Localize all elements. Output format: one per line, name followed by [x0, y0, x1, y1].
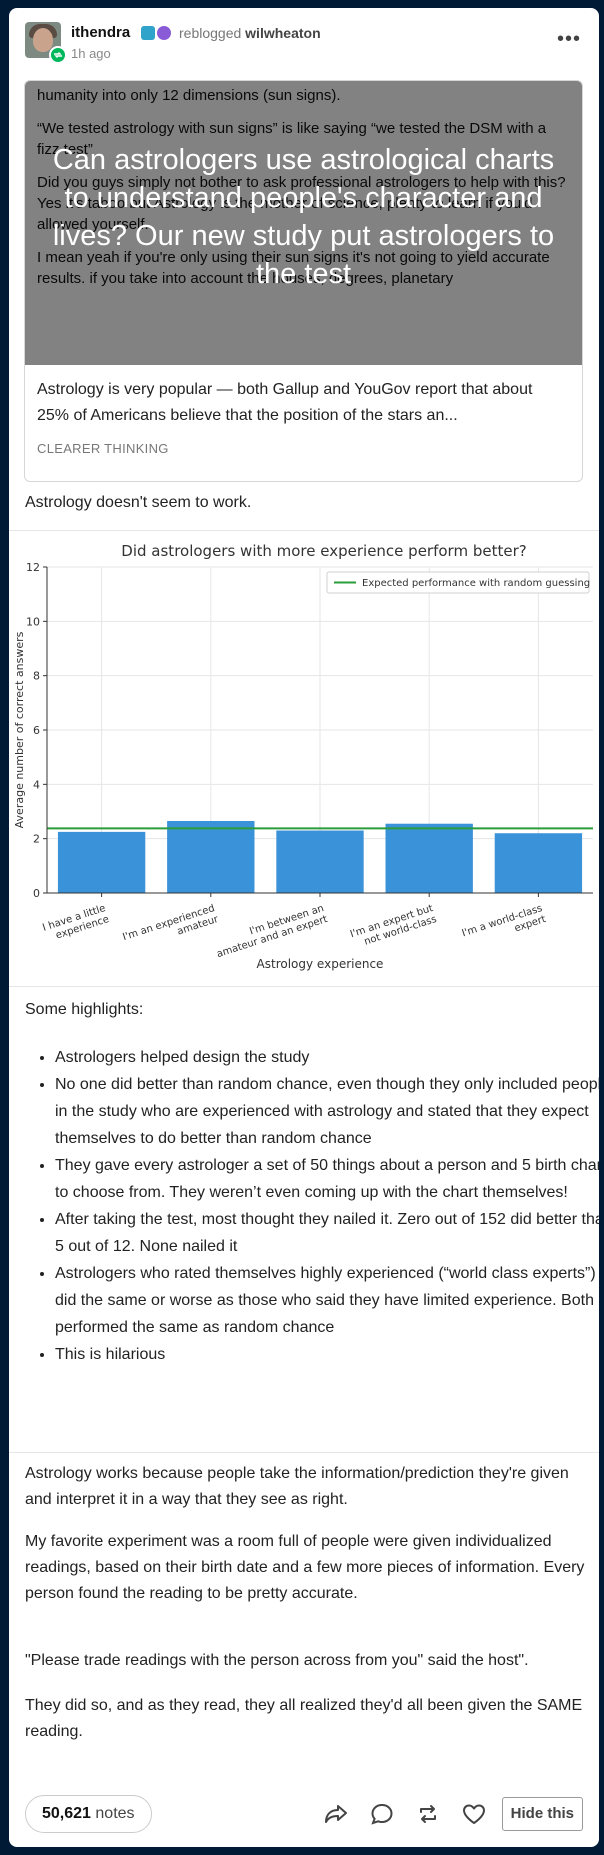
bar — [385, 823, 473, 893]
chart-title: Did astrologers with more experience per… — [121, 542, 526, 560]
reply-icon[interactable] — [369, 1801, 395, 1827]
notes-label: notes — [95, 1805, 135, 1822]
badge-icon — [141, 25, 155, 40]
link-image-line: “We tested astrology with sun signs” is … — [37, 120, 547, 158]
reply-paragraph: They did so, and as they read, they all … — [25, 1697, 583, 1740]
username[interactable]: ithendra — [71, 24, 131, 41]
legend-label: Expected performance with random guessin… — [362, 578, 590, 589]
highlight-item: No one did better than random chance, ev… — [55, 1071, 599, 1152]
y-tick-label: 6 — [33, 724, 40, 737]
bar — [167, 821, 255, 893]
share-icon[interactable] — [323, 1801, 349, 1827]
more-options-icon[interactable]: ••• — [556, 28, 581, 50]
y-tick-label: 8 — [33, 670, 40, 683]
highlight-item: Astrologers helped design the study — [55, 1044, 599, 1071]
link-site-name: CLEARER THINKING — [37, 441, 169, 456]
link-image-line: I mean yeah if you're only using their s… — [37, 249, 550, 287]
reblog-attribution: reblogged wilwheaton — [179, 25, 321, 41]
avatar-face — [33, 28, 53, 52]
bar — [494, 833, 583, 893]
experience-bar-chart: Did astrologers with more experience per… — [9, 535, 599, 985]
highlight-item: Astrologers who rated themselves highly … — [55, 1260, 599, 1341]
notes-count: 50,621 — [42, 1805, 91, 1822]
x-tick-label: I'm between anamateur and an expert — [212, 903, 329, 960]
notes-button[interactable]: 50,621 notes — [25, 1795, 152, 1833]
hide-post-button[interactable]: Hide this — [501, 1797, 583, 1831]
x-axis-label: Astrology experience — [257, 957, 384, 971]
highlight-item: After taking the test, most thought they… — [55, 1206, 599, 1260]
x-tick-label: I have a littleexperience — [41, 903, 110, 945]
bar — [276, 830, 364, 893]
reblog-icon — [49, 46, 67, 64]
link-preview-card[interactable]: humanity into only 12 dimensions (sun si… — [24, 80, 583, 482]
post-card: ithendra reblogged wilwheaton 1h ago •••… — [9, 8, 599, 1847]
chart-svg: Did astrologers with more experience per… — [13, 542, 593, 971]
y-tick-label: 2 — [33, 833, 40, 846]
y-tick-label: 10 — [26, 615, 40, 628]
badge-icon — [157, 25, 171, 40]
reply-paragraph: "Please trade readings with the person a… — [25, 1652, 529, 1669]
legend-box — [326, 571, 590, 594]
link-image-overlay — [25, 81, 582, 365]
post-header: ithendra reblogged wilwheaton 1h ago ••• — [9, 8, 599, 78]
avatar[interactable] — [25, 22, 61, 58]
x-tick-label: I'm an experiencedamateur — [121, 903, 220, 954]
y-axis-label: Average number of correct answers — [13, 631, 26, 828]
reblogged-from-link[interactable]: wilwheaton — [245, 25, 321, 41]
blog-badges — [141, 24, 173, 40]
like-heart-icon[interactable] — [461, 1801, 487, 1827]
post-footer: 50,621 notes Hide this — [9, 1789, 599, 1839]
intro-text: Astrology doesn't seem to work. — [25, 494, 252, 511]
reblog-verb: reblogged — [179, 25, 242, 41]
divider — [9, 530, 599, 531]
divider — [9, 1452, 599, 1453]
link-preview-image: humanity into only 12 dimensions (sun si… — [25, 81, 582, 365]
reply-paragraph: Astrology works because people take the … — [25, 1465, 569, 1508]
link-headline: Can astrologers use astrological charts … — [52, 144, 555, 290]
y-tick-label: 12 — [26, 561, 40, 574]
divider — [9, 986, 599, 987]
highlight-item: They gave every astrologer a set of 50 t… — [55, 1152, 599, 1206]
x-tick-label: I'm an expert butnot world-class — [349, 903, 438, 951]
reply-paragraph: My favorite experiment was a room full o… — [25, 1533, 585, 1602]
timestamp[interactable]: 1h ago — [71, 46, 111, 61]
highlight-item: This is hilarious — [55, 1341, 599, 1368]
link-image-background-text: humanity into only 12 dimensions (sun si… — [37, 85, 567, 301]
link-description: Astrology is very popular — both Gallup … — [37, 381, 533, 424]
x-tick-label: I'm a world-classexpert — [461, 903, 548, 950]
highlights-list: Astrologers helped design the study No o… — [25, 1044, 599, 1368]
y-tick-label: 0 — [33, 887, 40, 900]
link-image-line: Did you guys simply not bother to ask pr… — [37, 174, 566, 191]
highlights-heading: Some highlights: — [25, 1001, 144, 1018]
reblog-action-icon[interactable] — [415, 1801, 441, 1827]
bar — [57, 831, 146, 893]
link-image-line: Yes it's taboo but Astrology is the moth… — [37, 195, 533, 233]
y-tick-label: 4 — [33, 778, 40, 791]
link-image-line: humanity into only 12 dimensions (sun si… — [37, 87, 341, 104]
